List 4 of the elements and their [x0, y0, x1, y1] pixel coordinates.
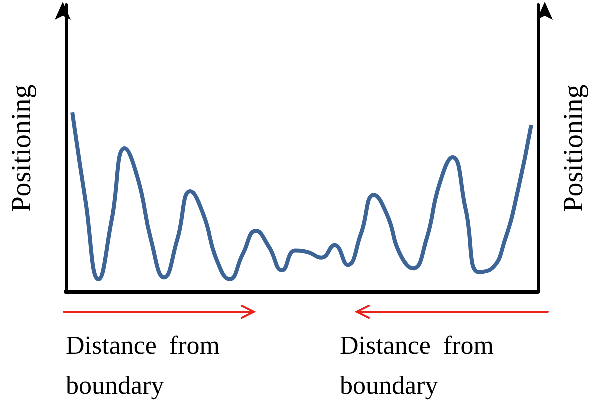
text: Distance from boundary: [66, 330, 222, 402]
y-axis-title: Positioning: [6, 84, 38, 212]
y2-axis-title: Positioning: [558, 84, 590, 212]
text: Distance from boundary: [340, 330, 496, 402]
